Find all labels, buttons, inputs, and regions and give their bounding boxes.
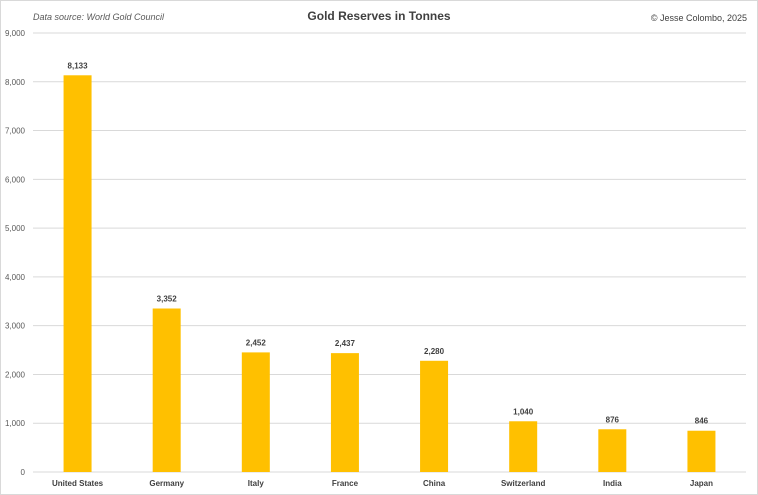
x-axis-tick-labels: United States Germany Italy France China Swit… [52,479,713,488]
x-tick-label: China [423,479,446,488]
bar [687,430,716,472]
data-label: 2,280 [424,347,445,356]
bar [152,308,181,472]
data-label: 876 [606,415,620,424]
data-source-note: Data source: World Gold Council [33,12,165,22]
bar [420,360,449,472]
x-tick-label: United States [52,479,104,488]
data-label: 3,352 [157,294,178,303]
bar [509,421,538,472]
y-tick-label: 3,000 [5,322,26,331]
x-tick-label: Japan [690,479,713,488]
x-tick-label: Germany [149,479,184,488]
y-tick-label: 1,000 [5,419,26,428]
data-label: 846 [695,417,709,426]
bars [63,75,716,472]
x-tick-label: Switzerland [501,479,546,488]
data-label: 1,040 [513,407,534,416]
y-tick-label: 2,000 [5,370,26,379]
y-tick-label: 7,000 [5,127,26,136]
data-labels: 8,133 3,352 2,452 2,437 2,280 1,040 876 846 [68,61,709,425]
x-tick-label: Italy [248,479,265,488]
bar [598,429,627,472]
data-label: 2,452 [246,338,267,347]
bar [330,353,359,472]
y-axis-tick-labels: 0 1,000 2,000 3,000 4,000 5,000 6,000 7,000 8,00… [5,29,26,477]
y-tick-label: 8,000 [5,78,26,87]
gridlines [33,32,746,473]
x-tick-label: France [332,479,359,488]
data-label: 2,437 [335,339,356,348]
y-tick-label: 9,000 [5,29,26,38]
bar [241,352,270,472]
x-tick-label: India [603,479,622,488]
y-tick-label: 6,000 [5,175,26,184]
bar [63,75,92,472]
copyright-credit: © Jesse Colombo, 2025 [650,13,747,23]
y-tick-label: 0 [21,468,26,477]
y-tick-label: 5,000 [5,224,26,233]
y-tick-label: 4,000 [5,273,26,282]
chart-title: Gold Reserves in Tonnes [307,9,451,23]
data-label: 8,133 [68,61,89,70]
